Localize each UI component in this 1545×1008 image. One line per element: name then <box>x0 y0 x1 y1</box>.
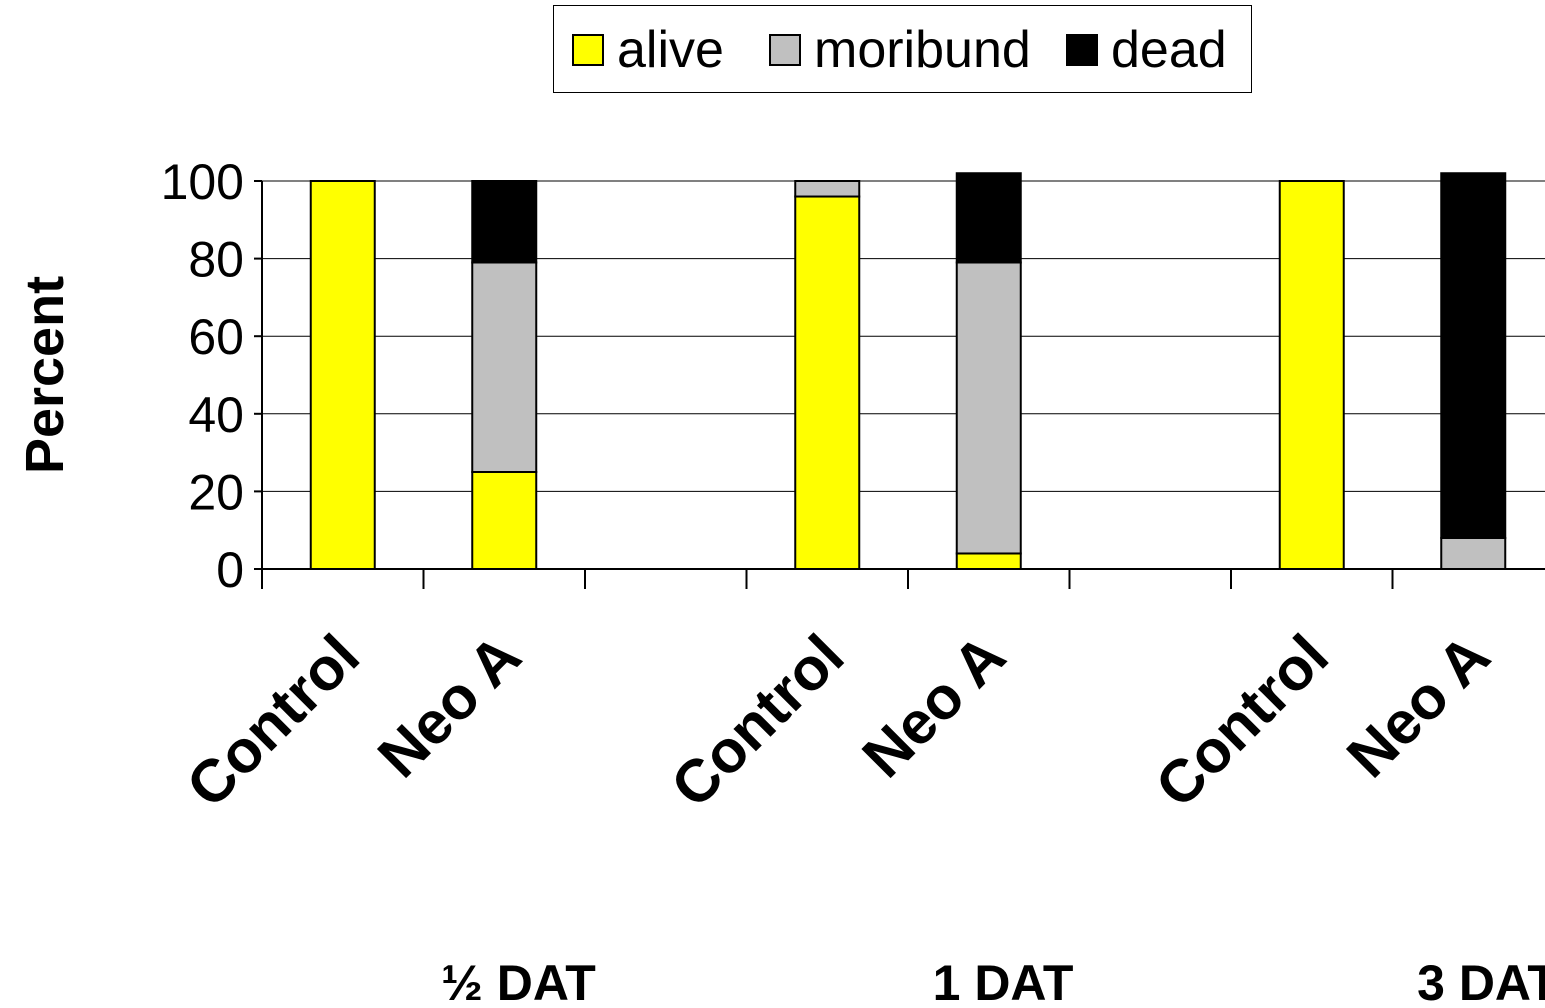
y-tick-label: 100 <box>161 154 244 210</box>
bar-dead-3 <box>955 172 1022 264</box>
bar-alive-0 <box>309 180 376 570</box>
x-tick-label: Neo A <box>365 622 533 790</box>
bar-dead-1 <box>471 180 538 264</box>
x-tick-label: Control <box>658 622 856 820</box>
bar-moribund-2 <box>794 180 861 198</box>
bar-moribund-5 <box>1440 536 1507 571</box>
bar-alive-4 <box>1278 180 1345 570</box>
y-tick-labels: 0 20 40 60 80 100 <box>161 154 244 598</box>
y-axis-label: Percent <box>15 276 75 474</box>
legend-label-moribund: moribund <box>814 21 1031 79</box>
bar-dead-5 <box>1440 172 1507 539</box>
legend-item-dead: dead <box>1066 6 1227 94</box>
group-label: 1 DAT <box>933 955 1074 1008</box>
y-tick-label: 20 <box>188 464 244 520</box>
group-label: 3 DAT <box>1417 955 1545 1008</box>
y-tick-label: 40 <box>188 387 244 443</box>
legend-swatch-moribund <box>769 34 801 66</box>
x-tick-label: Neo A <box>1334 622 1502 790</box>
group-label: ½ DAT <box>441 955 596 1008</box>
y-tick-label: 0 <box>216 542 244 598</box>
group-labels: ½ DAT 1 DAT 3 DAT <box>441 955 1545 1008</box>
legend-swatch-alive <box>572 34 604 66</box>
bars <box>309 172 1507 571</box>
axes <box>261 181 1545 589</box>
legend-label-dead: dead <box>1111 21 1227 79</box>
bar-alive-2 <box>794 195 861 571</box>
bar-alive-1 <box>471 471 538 570</box>
legend-item-moribund: moribund <box>769 6 1031 94</box>
y-tick-label: 60 <box>188 309 244 365</box>
bar-moribund-1 <box>471 261 538 474</box>
bar-alive-3 <box>955 552 1022 570</box>
x-tick-label: Control <box>1143 622 1341 820</box>
x-tick-label: Control <box>174 622 372 820</box>
legend-swatch-dead <box>1066 34 1098 66</box>
legend-item-alive: alive <box>572 6 724 94</box>
x-tick-label: Neo A <box>850 622 1018 790</box>
legend-label-alive: alive <box>617 21 724 79</box>
gridlines <box>254 180 1545 570</box>
bar-moribund-3 <box>955 261 1022 555</box>
y-tick-label: 80 <box>188 232 244 288</box>
legend: alive moribund dead <box>553 5 1252 93</box>
